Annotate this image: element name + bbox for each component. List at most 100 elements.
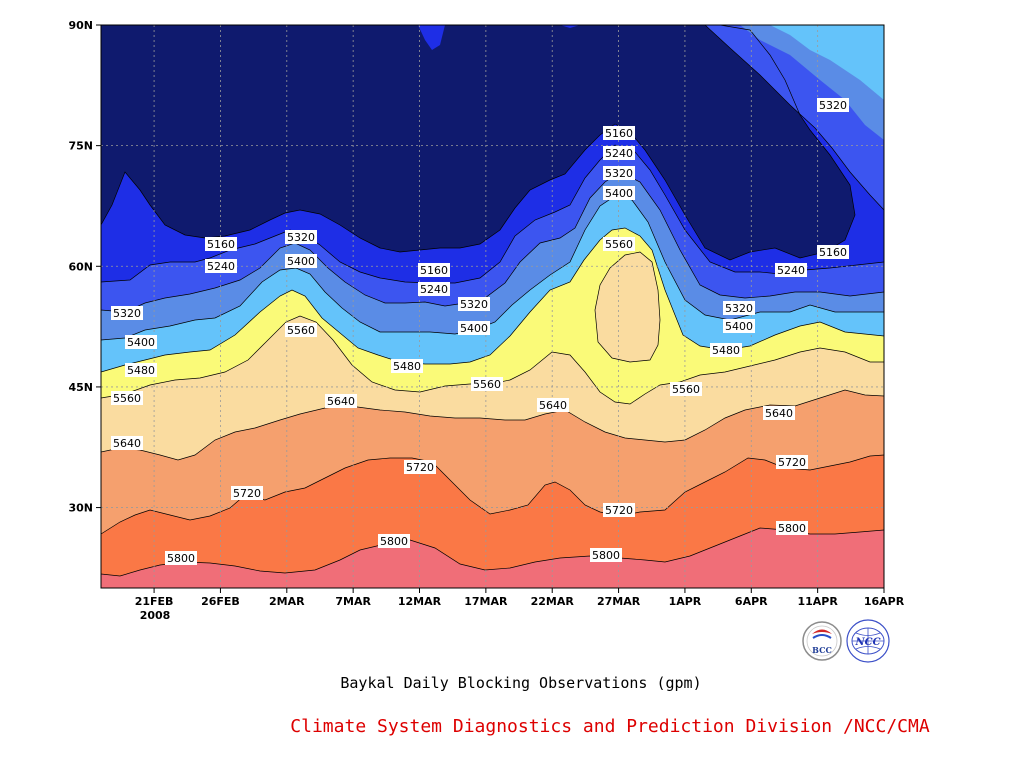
plot-area (101, 25, 884, 588)
contour-label: 5720 (233, 487, 261, 500)
chart-title: Baykal Daily Blocking Observations (gpm) (340, 674, 701, 692)
fill-band-5560-5640-island (595, 252, 660, 362)
contour-label-bg (817, 245, 849, 259)
contour-labels: 5160 5160 5160 5160 5240 5240 5240 5240 5320 5320… (111, 98, 849, 565)
contour-label: 5560 (605, 238, 633, 251)
contour-label: 5320 (287, 231, 315, 244)
contour-label: 5800 (778, 522, 806, 535)
contour-label-bg (378, 534, 410, 548)
x-tick-label: 22MAR (531, 595, 575, 608)
svg-text:BCC: BCC (812, 645, 832, 655)
contour-label-bg (776, 455, 808, 469)
y-tick-label: 60N (68, 260, 93, 273)
contour-label: 5560 (473, 378, 501, 391)
contour-label-bg (603, 237, 635, 251)
contour-label: 5480 (127, 364, 155, 377)
contour-label: 5400 (460, 322, 488, 335)
x-tick-label: 26FEB (201, 595, 240, 608)
fill-band-5720-5800 (101, 455, 884, 588)
contour-label: 5240 (420, 283, 448, 296)
x-tick-label: 1APR (669, 595, 702, 608)
contour-label-bg (603, 126, 635, 140)
contour-label: 5400 (605, 187, 633, 200)
x-tick-label: 11APR (797, 595, 838, 608)
year-label: 2008 (140, 609, 171, 622)
x-tick-label: 7MAR (335, 595, 371, 608)
x-tick-label: 6APR (735, 595, 768, 608)
contour-label-bg (775, 263, 807, 277)
contour-label-bg (111, 436, 143, 450)
contour-label-bg (205, 237, 237, 251)
contour-label-bg (285, 254, 317, 268)
contour-label-bg (603, 186, 635, 200)
contour-label: 5240 (605, 147, 633, 160)
contour-label-bg (603, 146, 635, 160)
contour-label-bg (205, 259, 237, 273)
contour-label-bg (125, 335, 157, 349)
contour-label: 5720 (406, 461, 434, 474)
contour-label: 5640 (327, 395, 355, 408)
contour-label: 5400 (725, 320, 753, 333)
contour-label: 5320 (725, 302, 753, 315)
y-tick-label: 45N (68, 381, 93, 394)
contour-label-bg (285, 323, 317, 337)
contour-label-bg (325, 394, 357, 408)
contour-label: 5800 (380, 535, 408, 548)
contour-label-bg (670, 382, 702, 396)
contour-label: 5400 (127, 336, 155, 349)
contour-label: 5240 (207, 260, 235, 273)
contour-label: 5240 (777, 264, 805, 277)
contour-label: 5320 (460, 298, 488, 311)
contour-label: 5160 (420, 264, 448, 277)
contour-label-bg (165, 551, 197, 565)
contour-label-bg (817, 98, 849, 112)
x-tick-label: 17MAR (464, 595, 508, 608)
contour-label: 5640 (765, 407, 793, 420)
contour-label: 5320 (113, 307, 141, 320)
contour-label-bg (231, 486, 263, 500)
contour-label: 5160 (605, 127, 633, 140)
contour-label: 5720 (778, 456, 806, 469)
contour-label-bg (723, 319, 755, 333)
svg-text:NCC: NCC (854, 637, 880, 648)
contour-label: 5640 (539, 399, 567, 412)
x-tick-label: 2MAR (269, 595, 305, 608)
contour-label-bg (590, 548, 622, 562)
y-axis: 30N 45N 60N 75N 90N (68, 19, 101, 515)
contour-label-bg (458, 297, 490, 311)
contour-label-bg (537, 398, 569, 412)
contour-label-bg (404, 460, 436, 474)
contour-label-bg (285, 230, 317, 244)
contour-label-bg (471, 377, 503, 391)
contour-label-bg (418, 263, 450, 277)
contour-label: 5480 (712, 344, 740, 357)
x-tick-label: 21FEB (135, 595, 174, 608)
contour-label: 5800 (592, 549, 620, 562)
contour-label: 5800 (167, 552, 195, 565)
contour-label-bg (603, 503, 635, 517)
x-tick-label: 12MAR (398, 595, 442, 608)
contour-label: 5400 (287, 255, 315, 268)
y-tick-label: 30N (68, 502, 93, 515)
contour-label-bg (763, 406, 795, 420)
contour-label-bg (111, 306, 143, 320)
contour-label: 5560 (113, 392, 141, 405)
contour-label: 5720 (605, 504, 633, 517)
contour-label-bg (111, 391, 143, 405)
contour-label-bg (125, 363, 157, 377)
contour-label: 5560 (287, 324, 315, 337)
fill-band-above-5800 (101, 528, 884, 588)
bcc-logo: BCC (802, 621, 842, 661)
contour-label: 5320 (605, 167, 633, 180)
contour-label-bg (776, 521, 808, 535)
contour-label: 5160 (819, 246, 847, 259)
x-tick-label: 27MAR (597, 595, 641, 608)
contour-label: 5160 (207, 238, 235, 251)
contour-label: 5480 (393, 360, 421, 373)
y-tick-label: 75N (68, 140, 93, 153)
contour-label-bg (391, 359, 423, 373)
contour-label: 5640 (113, 437, 141, 450)
ncc-logo: NCC (846, 619, 890, 663)
contour-label-bg (458, 321, 490, 335)
